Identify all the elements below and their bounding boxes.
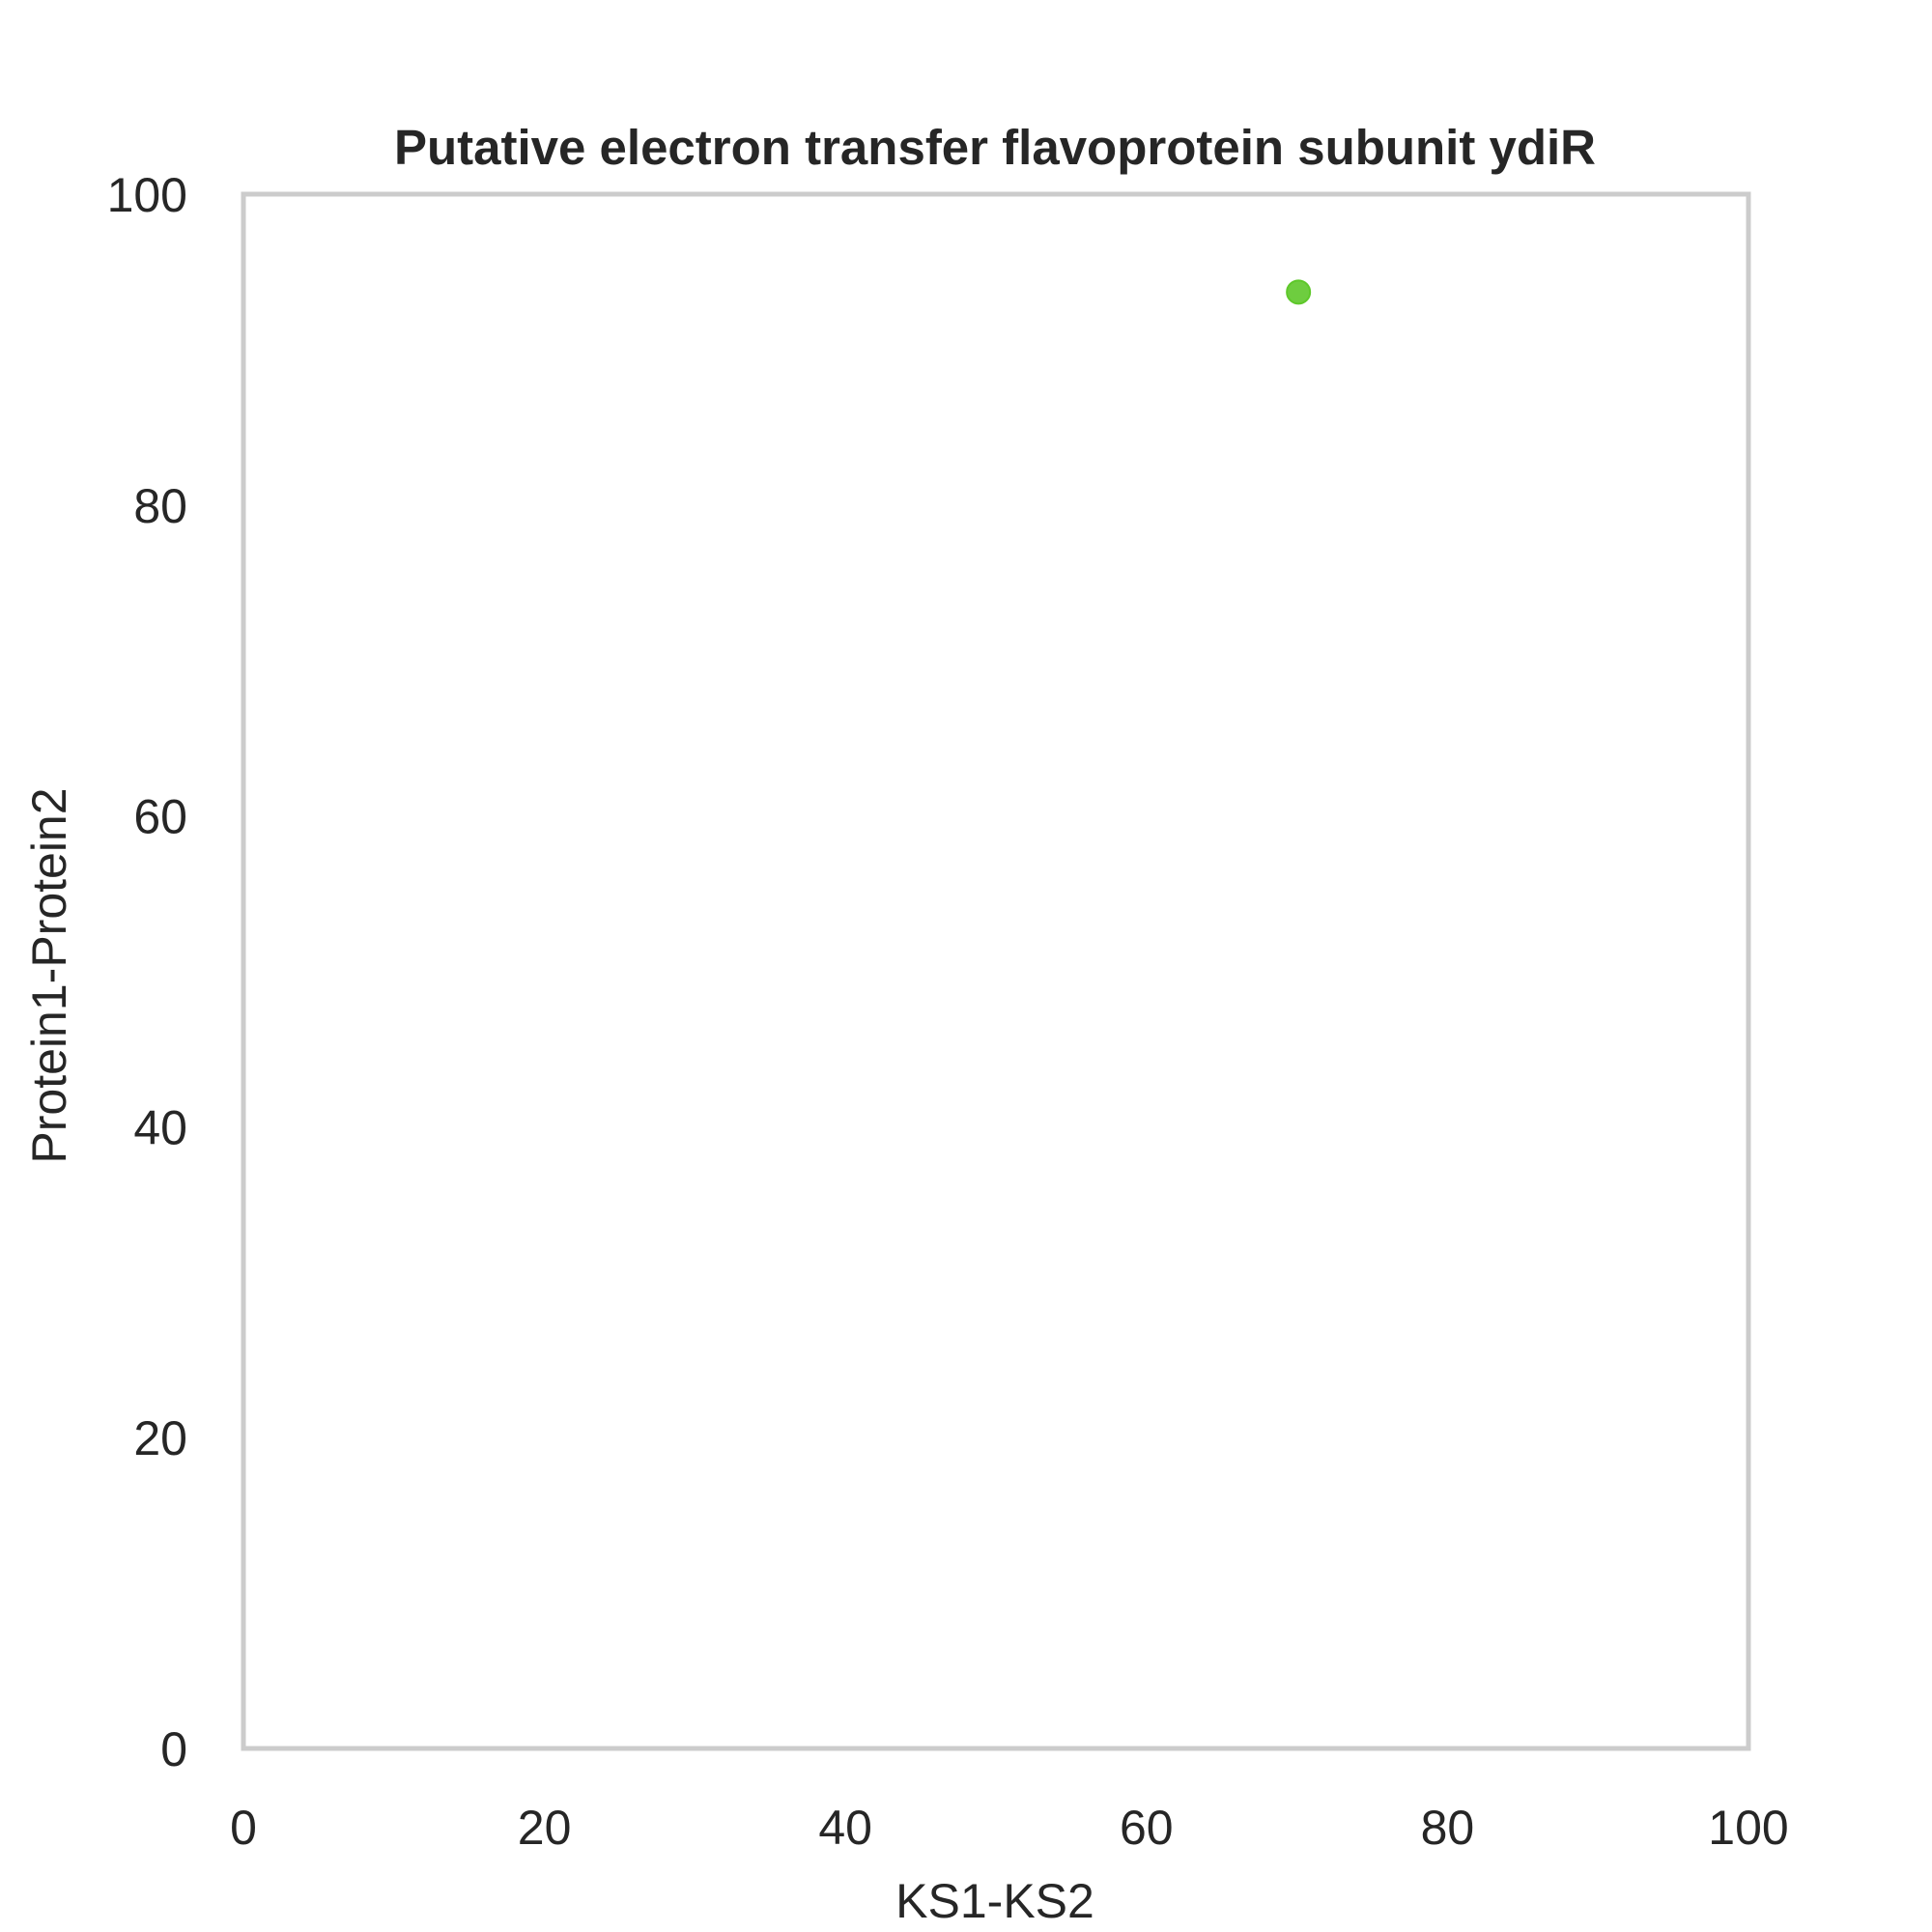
plot-frame — [241, 191, 1751, 1751]
x-axis-label: KS1-KS2 — [895, 1874, 1094, 1928]
scatter-point — [1286, 279, 1312, 305]
y-tick-label: 100 — [107, 168, 187, 222]
x-axis-ticks: 0 20 40 60 80 100 — [230, 1801, 1789, 1855]
x-tick-label: 20 — [518, 1801, 572, 1855]
y-tick-label: 0 — [160, 1722, 187, 1776]
x-tick-label: 100 — [1708, 1801, 1788, 1855]
plot-background — [243, 194, 1748, 1748]
y-tick-label: 80 — [133, 479, 187, 533]
y-axis-label: Protein1-Protein2 — [22, 787, 76, 1163]
y-tick-label: 20 — [133, 1411, 187, 1465]
x-tick-label: 40 — [818, 1801, 872, 1855]
y-axis-ticks: 0 20 40 60 80 100 — [107, 168, 187, 1776]
x-tick-label: 0 — [230, 1801, 257, 1855]
x-tick-label: 80 — [1421, 1801, 1475, 1855]
data-points — [1286, 279, 1312, 305]
y-tick-label: 60 — [133, 790, 187, 844]
x-tick-label: 60 — [1120, 1801, 1174, 1855]
chart-title: Putative electron transfer flavoprotein … — [394, 120, 1596, 175]
y-tick-label: 40 — [133, 1100, 187, 1154]
plot-area — [243, 194, 1748, 1748]
